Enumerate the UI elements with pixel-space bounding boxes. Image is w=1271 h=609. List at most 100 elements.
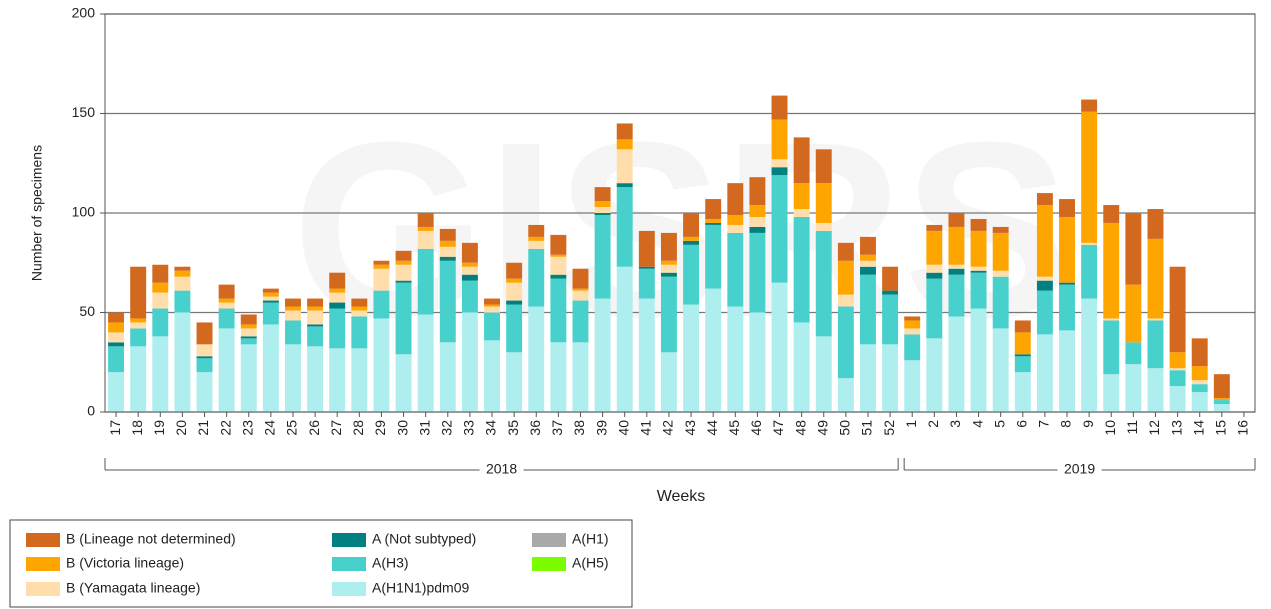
bar-segment <box>240 338 257 345</box>
x-tick-label: 49 <box>814 420 830 436</box>
bar-segment <box>727 183 744 215</box>
bar-segment <box>837 378 854 412</box>
x-tick-label: 16 <box>1235 420 1251 436</box>
x-tick-label: 34 <box>483 420 499 436</box>
bar-segment <box>329 288 346 293</box>
bar-segment <box>130 318 147 323</box>
bar-segment <box>461 242 478 263</box>
bar-segment <box>594 187 611 202</box>
group-label-bg <box>479 461 524 479</box>
bar-segment <box>771 95 788 120</box>
bar-segment <box>373 260 390 265</box>
legend-swatch <box>532 533 566 547</box>
bar-segment <box>439 260 456 343</box>
x-tick-label: 22 <box>217 420 233 436</box>
bar-segment <box>572 288 589 291</box>
legend-swatch <box>332 557 366 571</box>
bar-segment <box>108 332 125 343</box>
bar-segment <box>815 230 832 337</box>
bar-segment <box>439 246 456 257</box>
bar-segment <box>749 226 766 233</box>
x-tick-label: 39 <box>593 420 609 436</box>
bar-segment <box>683 304 700 412</box>
bar-segment <box>351 316 368 349</box>
bar-segment <box>1125 364 1142 412</box>
bar-segment <box>285 320 301 345</box>
bar-segment <box>152 264 169 283</box>
bar-segment <box>262 296 279 301</box>
bar-segment <box>373 268 390 291</box>
bar-segment <box>439 240 456 247</box>
bar-segment <box>152 336 169 412</box>
bar-segment <box>926 278 943 339</box>
bar-segment <box>506 352 523 412</box>
bar-segment <box>373 290 390 319</box>
bar-segment <box>815 183 832 223</box>
bar-segment <box>948 213 965 227</box>
bar-segment <box>860 236 876 255</box>
bar-segment <box>705 288 722 412</box>
bar-segment <box>904 320 921 329</box>
bar-segment <box>218 298 235 303</box>
bar-segment <box>1103 318 1120 321</box>
bar-segment <box>749 177 766 206</box>
bar-segment <box>152 282 169 293</box>
bar-segment <box>705 199 722 219</box>
bar-segment <box>484 340 500 412</box>
bar-segment <box>240 314 257 325</box>
legend-label: A(H5) <box>572 555 609 571</box>
legend-label: B (Victoria lineage) <box>66 555 184 571</box>
bar-segment <box>683 244 700 305</box>
legend-swatch <box>26 533 60 547</box>
bar-segment <box>307 326 324 347</box>
bar-segment <box>616 149 633 184</box>
bar-segment <box>108 342 125 347</box>
bar-segment <box>948 226 965 265</box>
y-tick-label: 150 <box>72 104 96 120</box>
x-tick-label: 41 <box>638 420 654 436</box>
bar-segment <box>594 213 611 215</box>
bar-segment <box>572 342 589 412</box>
bar-segment <box>395 250 412 261</box>
x-tick-label: 40 <box>615 420 631 436</box>
x-tick-label: 3 <box>947 420 963 428</box>
y-tick-label: 200 <box>72 5 96 21</box>
bar-segment <box>1059 216 1075 283</box>
bar-segment <box>1169 386 1186 412</box>
x-tick-label: 50 <box>837 420 853 436</box>
bar-segment <box>638 298 655 412</box>
y-tick-label: 100 <box>72 204 96 220</box>
bar-segment <box>616 266 633 412</box>
bar-segment <box>218 284 235 299</box>
bar-segment <box>815 222 832 231</box>
bar-segment <box>484 304 500 307</box>
x-tick-label: 11 <box>1124 420 1140 435</box>
bar-segment <box>329 302 346 309</box>
bar-segment <box>572 290 589 301</box>
bar-segment <box>395 260 412 265</box>
bar-segment <box>683 240 700 245</box>
bar-segment <box>218 308 235 329</box>
bar-segment <box>727 224 744 233</box>
x-tick-label: 42 <box>660 420 676 436</box>
y-tick-label: 0 <box>87 403 95 419</box>
bar-segment <box>528 240 545 249</box>
x-tick-label: 2 <box>925 420 941 428</box>
bar-segment <box>1191 338 1208 367</box>
x-tick-label: 33 <box>461 420 477 436</box>
legend-label: A(H1) <box>572 531 609 547</box>
bar-segment <box>882 266 899 291</box>
bar-segment <box>1169 368 1186 371</box>
bar-segment <box>705 218 722 223</box>
x-tick-label: 20 <box>173 420 189 436</box>
bar-segment <box>970 272 987 309</box>
bar-segment <box>307 306 324 311</box>
bar-segment <box>1081 242 1098 245</box>
x-tick-label: 15 <box>1213 420 1229 436</box>
bar-segment <box>108 312 125 323</box>
bar-segment <box>749 312 766 412</box>
bar-segment <box>749 216 766 227</box>
bar-segment <box>1169 352 1186 369</box>
bar-segment <box>395 354 412 412</box>
bar-segment <box>196 372 213 412</box>
